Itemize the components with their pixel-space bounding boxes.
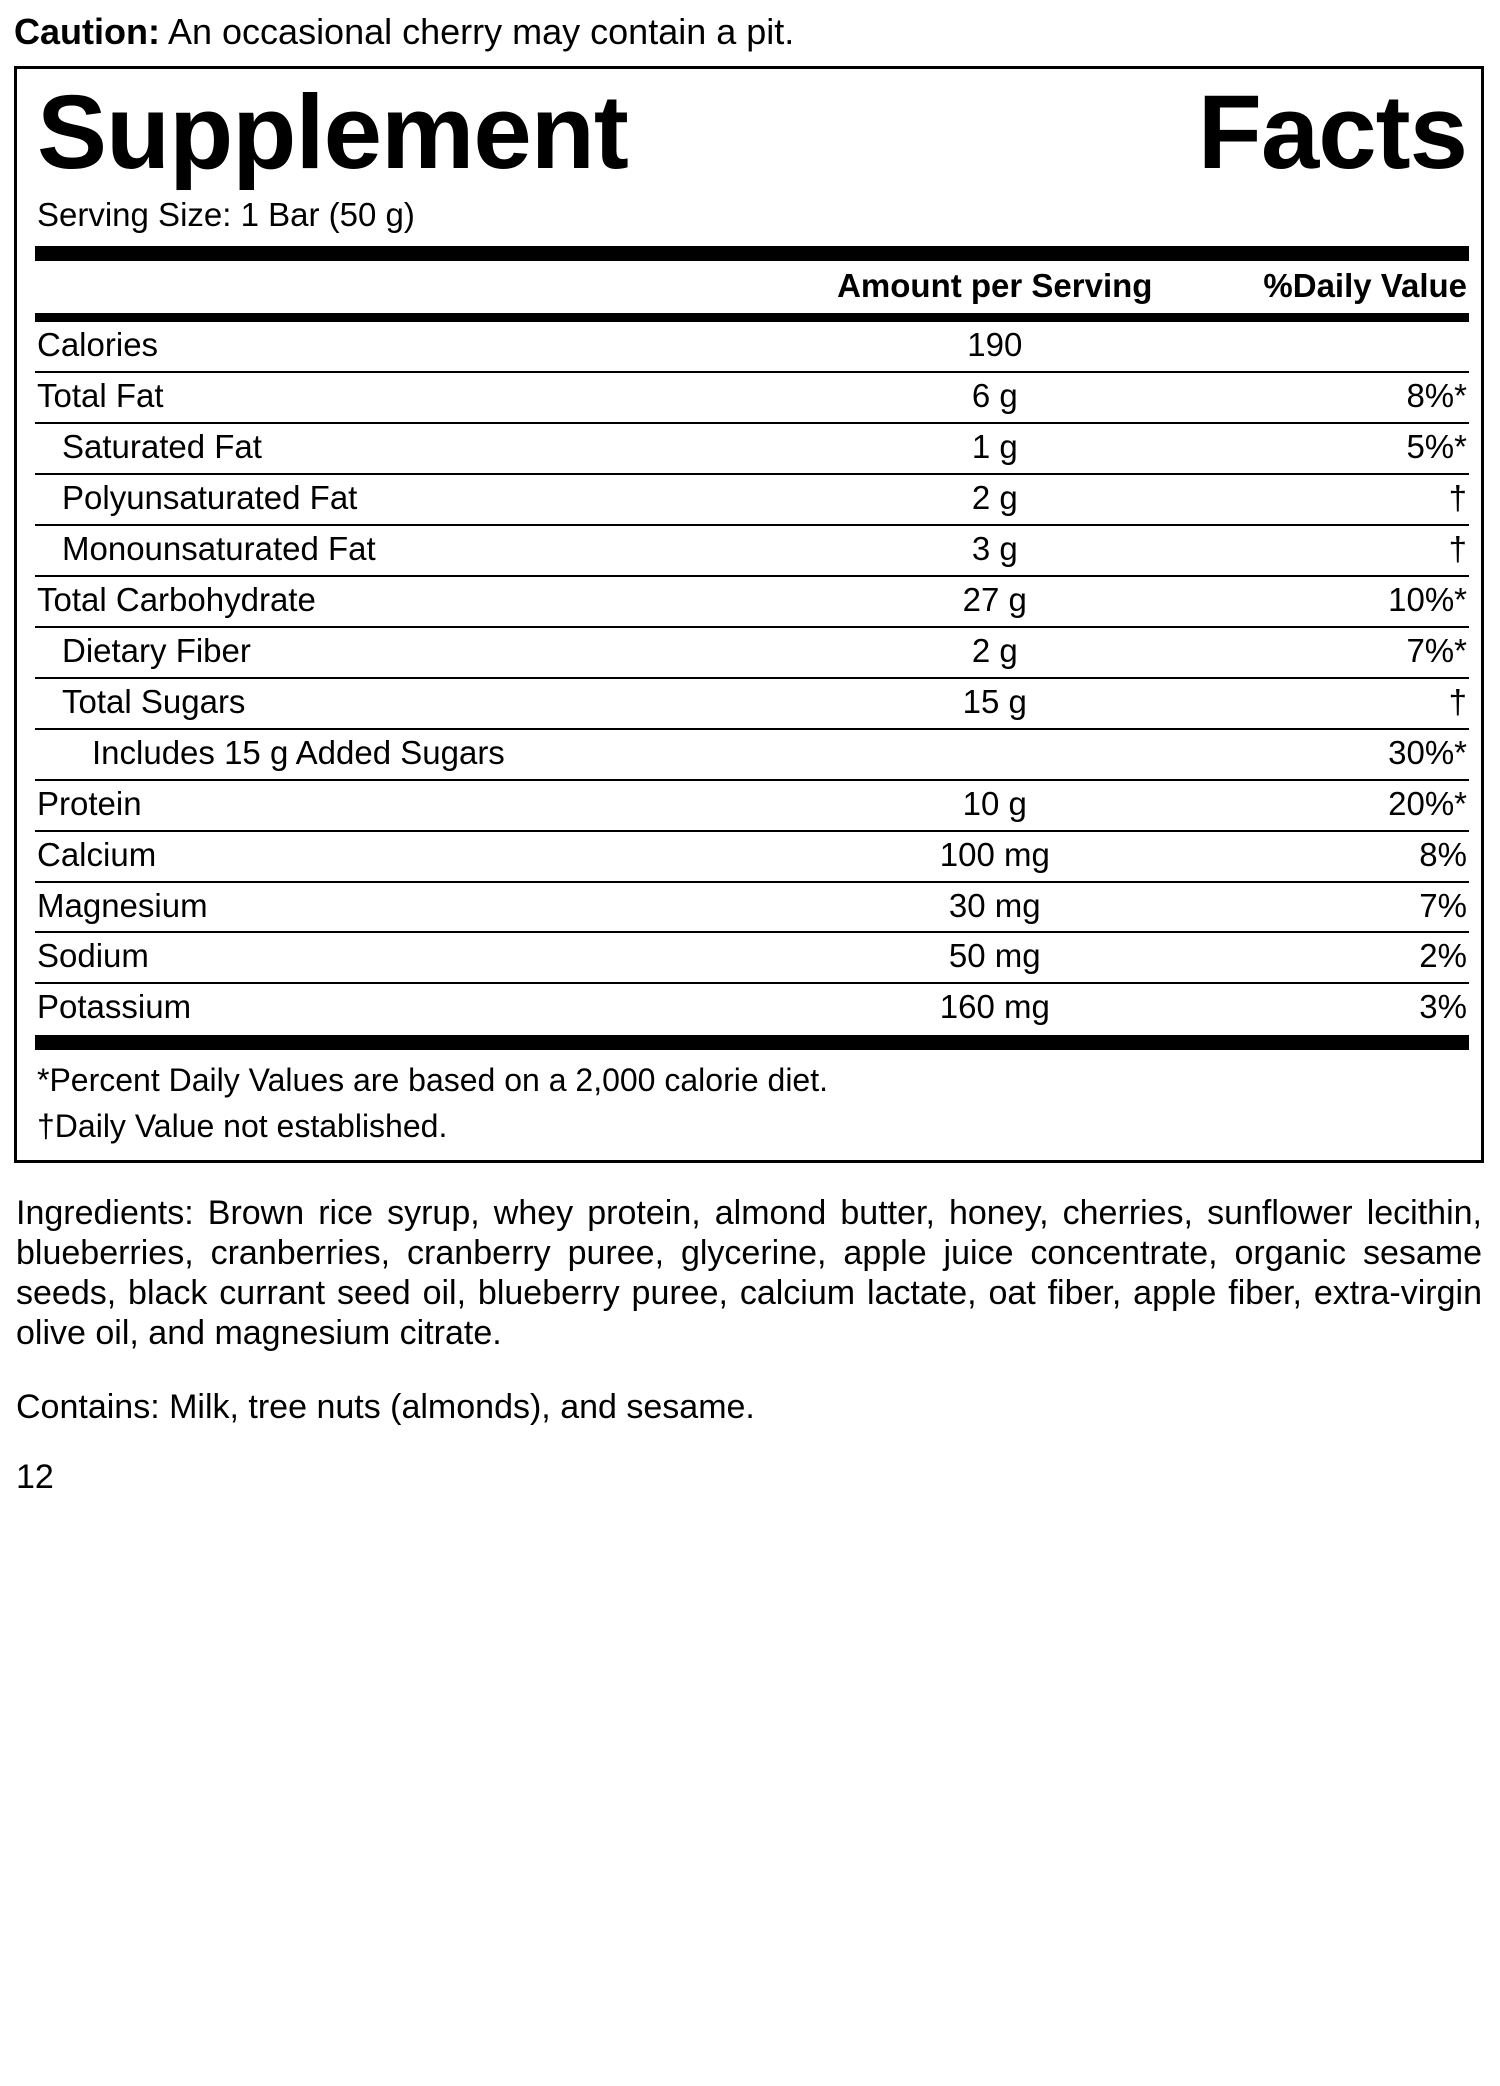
footnote-dagger: †Daily Value not established. (37, 1107, 448, 1144)
nutrient-daily-value: † (1182, 523, 1469, 576)
contains-statement: Contains: Milk, tree nuts (almonds), and… (16, 1388, 755, 1426)
column-header-name (35, 261, 809, 313)
panel-title-facts: Facts (1197, 74, 1468, 191)
nutrition-table: Amount per Serving %Daily Value (35, 261, 1469, 313)
ingredients-paragraph: Ingredients: Brown rice syrup, whey prot… (16, 1193, 1482, 1352)
nutrient-daily-value: 10%* (1182, 574, 1469, 627)
nutrient-daily-value: 2% (1182, 931, 1469, 984)
nutrient-name: Polyunsaturated Fat (35, 472, 810, 525)
nutrient-name: Dietary Fiber (35, 625, 810, 678)
body-copy: Ingredients: Brown rice syrup, whey prot… (14, 1163, 1484, 1512)
panel-title: Supplement Facts (35, 73, 1469, 188)
nutrition-table-body: Calories 190 Total Fat 6 g 8%* Saturated Fat 1… (35, 322, 1469, 1034)
nutrient-name: Calcium (35, 829, 810, 882)
nutrient-daily-value: 20%* (1182, 778, 1469, 831)
footnote-asterisk: *Percent Daily Values are based on a 2,0… (37, 1062, 828, 1099)
footnotes: *Percent Daily Values are based on a 2,0… (35, 1050, 1469, 1159)
nutrient-name: Calories (37, 326, 159, 364)
table-row: Total Sugars 15 g † (35, 676, 1469, 729)
panel-title-supplement: Supplement (37, 74, 629, 191)
caution-text: An occasional cherry may contain a pit. (159, 11, 795, 52)
nutrient-name: Includes 15 g Added Sugars (35, 727, 810, 780)
nutrient-name: Magnesium (35, 880, 810, 933)
table-row: Saturated Fat 1 g 5%* (35, 421, 1469, 474)
nutrient-amount: 27 g (809, 574, 1183, 627)
nutrient-name: Total Fat (35, 370, 810, 423)
table-row: Sodium 50 mg 2% (35, 931, 1469, 984)
rule-medium-header (35, 313, 1469, 323)
table-row: Monounsaturated Fat 3 g † (35, 523, 1469, 576)
rule-thick-top (35, 246, 1469, 262)
serving-size: Serving Size: 1 Bar (50 g) (37, 196, 415, 234)
nutrient-name: Monounsaturated Fat (35, 523, 810, 576)
nutrient-daily-value: 7%* (1182, 625, 1469, 678)
caution-label: Caution: (14, 11, 160, 52)
table-row: Total Carbohydrate 27 g 10%* (35, 574, 1469, 627)
nutrient-name: Sodium (35, 931, 810, 984)
nutrient-amount: 15 g (809, 676, 1183, 729)
nutrient-name: Potassium (35, 982, 810, 1034)
table-row: Calcium 100 mg 8% (35, 829, 1469, 882)
column-header-daily-value: %Daily Value (1263, 267, 1467, 305)
table-row: Potassium 160 mg 3% (35, 982, 1469, 1034)
nutrient-amount: 1 g (809, 421, 1183, 474)
nutrient-daily-value: 5%* (1182, 421, 1469, 474)
table-row: Magnesium 30 mg 7% (35, 880, 1469, 933)
nutrient-daily-value: † (1182, 472, 1469, 525)
nutrient-daily-value: 8%* (1182, 370, 1469, 423)
nutrient-daily-value: 8% (1182, 829, 1469, 882)
nutrient-amount: 50 mg (809, 931, 1183, 984)
table-row: Polyunsaturated Fat 2 g † (35, 472, 1469, 525)
nutrient-daily-value (1182, 322, 1469, 372)
table-header-row: Amount per Serving %Daily Value (35, 261, 1469, 313)
table-row: Protein 10 g 20%* (35, 778, 1469, 831)
nutrient-amount: 2 g (809, 625, 1183, 678)
supplement-facts-panel: Supplement Facts Serving Size: 1 Bar (50… (14, 66, 1484, 1163)
nutrient-daily-value: † (1182, 676, 1469, 729)
caution-line: Caution: An occasional cherry may contai… (0, 0, 1500, 66)
nutrient-amount: 6 g (809, 370, 1183, 423)
table-row: Dietary Fiber 2 g 7%* (35, 625, 1469, 678)
nutrient-amount: 30 mg (809, 880, 1183, 933)
nutrient-amount: 3 g (809, 523, 1183, 576)
nutrient-name: Saturated Fat (35, 421, 810, 474)
nutrient-daily-value: 7% (1182, 880, 1469, 933)
nutrient-name: Total Sugars (35, 676, 810, 729)
nutrient-amount: 10 g (809, 778, 1183, 831)
nutrient-amount: 160 mg (809, 982, 1183, 1034)
rule-thick-bottom (35, 1035, 1469, 1051)
table-row: Total Fat 6 g 8%* (35, 370, 1469, 423)
nutrient-amount (809, 727, 1183, 780)
nutrient-amount: 2 g (809, 472, 1183, 525)
nutrient-daily-value: 30%* (1182, 727, 1469, 780)
nutrient-amount: 100 mg (809, 829, 1183, 882)
column-header-amount: Amount per Serving (837, 267, 1153, 305)
nutrient-daily-value: 3% (1182, 982, 1469, 1034)
table-row: Calories 190 (35, 322, 1469, 372)
nutrient-name: Protein (35, 778, 810, 831)
page-number: 12 (16, 1458, 54, 1497)
table-row: Includes 15 g Added Sugars 30%* (35, 727, 1469, 780)
nutrient-amount: 190 (967, 326, 1023, 364)
nutrient-name: Total Carbohydrate (35, 574, 810, 627)
